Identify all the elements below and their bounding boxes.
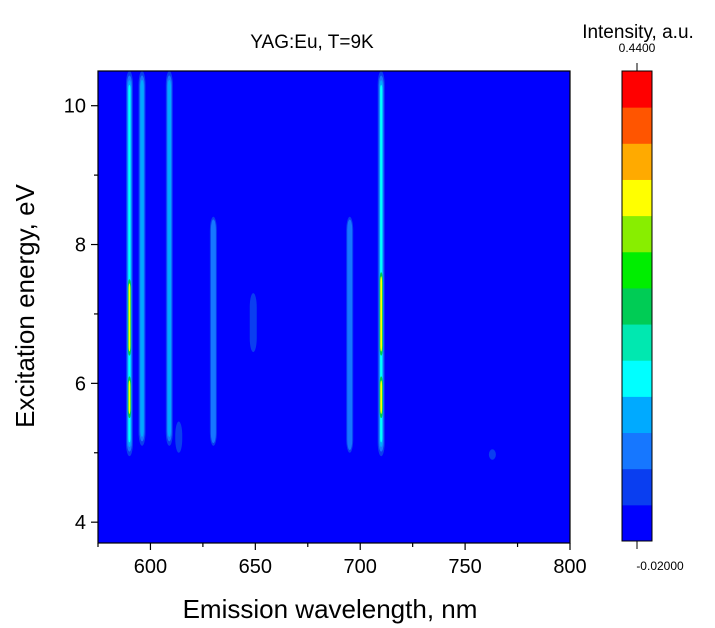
colorbar-segment [622, 324, 652, 361]
colorbar-max-label: 0.4400 [619, 41, 656, 55]
colorbar-segment [622, 251, 652, 289]
colorbar [621, 63, 653, 549]
chart-title: YAG:Eu, T=9K [250, 32, 374, 53]
colorbar-segment [622, 143, 652, 180]
y-tick-label: 10 [64, 96, 86, 118]
emission-line-band [488, 449, 496, 460]
colorbar-segment [622, 215, 652, 253]
emission-line-band [167, 80, 172, 437]
colorbar-title: Intensity, a.u. [582, 22, 694, 43]
y-tick-label: 4 [75, 512, 86, 534]
emission-line-band [175, 421, 183, 453]
plot-background [98, 71, 570, 543]
colorbar-segment [622, 71, 652, 108]
emission-hot-core [128, 283, 131, 352]
emission-line [209, 216, 217, 446]
x-axis-label: Emission wavelength, nm [183, 594, 478, 624]
x-tick-label: 700 [344, 556, 377, 578]
emission-line [346, 216, 354, 453]
y-axis: 4 6 8 10 [64, 96, 98, 534]
emission-hot-core [380, 380, 383, 415]
emission-line-band [140, 80, 144, 437]
colorbar-segment [622, 287, 652, 325]
colorbar-segment [622, 107, 652, 144]
emission-line [138, 71, 146, 446]
emission-hot-core [128, 380, 131, 415]
colorbar-segment [622, 360, 652, 397]
colorbar-segment [622, 396, 652, 434]
y-tick-label: 6 [75, 373, 86, 395]
y-tick-label: 8 [75, 235, 86, 257]
emission-line [377, 71, 385, 457]
x-axis: 600 650 700 750 800 [97, 543, 587, 578]
colorbar-segment [622, 504, 652, 542]
colorbar-segment [622, 468, 652, 506]
colorbar-min-label: -0.02000 [636, 559, 684, 573]
y-axis-label: Excitation energy, eV [10, 183, 40, 427]
emission-line [125, 71, 133, 457]
emission-lines [125, 71, 496, 460]
x-tick-label: 750 [448, 556, 481, 578]
emission-line [249, 293, 257, 353]
emission-line-band [210, 219, 216, 444]
x-tick-label: 600 [134, 556, 167, 578]
plot-frame [97, 70, 571, 544]
colorbar-segment [622, 179, 652, 217]
plot-area [98, 71, 570, 543]
emission-line [175, 421, 183, 453]
emission-line-band [249, 293, 257, 353]
emission-line [165, 71, 173, 446]
colorbar-segment [622, 432, 652, 470]
emission-hot-core [380, 276, 383, 352]
emission-line-band [347, 219, 353, 450]
x-tick-label: 650 [239, 556, 272, 578]
emission-line [488, 449, 496, 460]
x-tick-label: 800 [553, 556, 586, 578]
